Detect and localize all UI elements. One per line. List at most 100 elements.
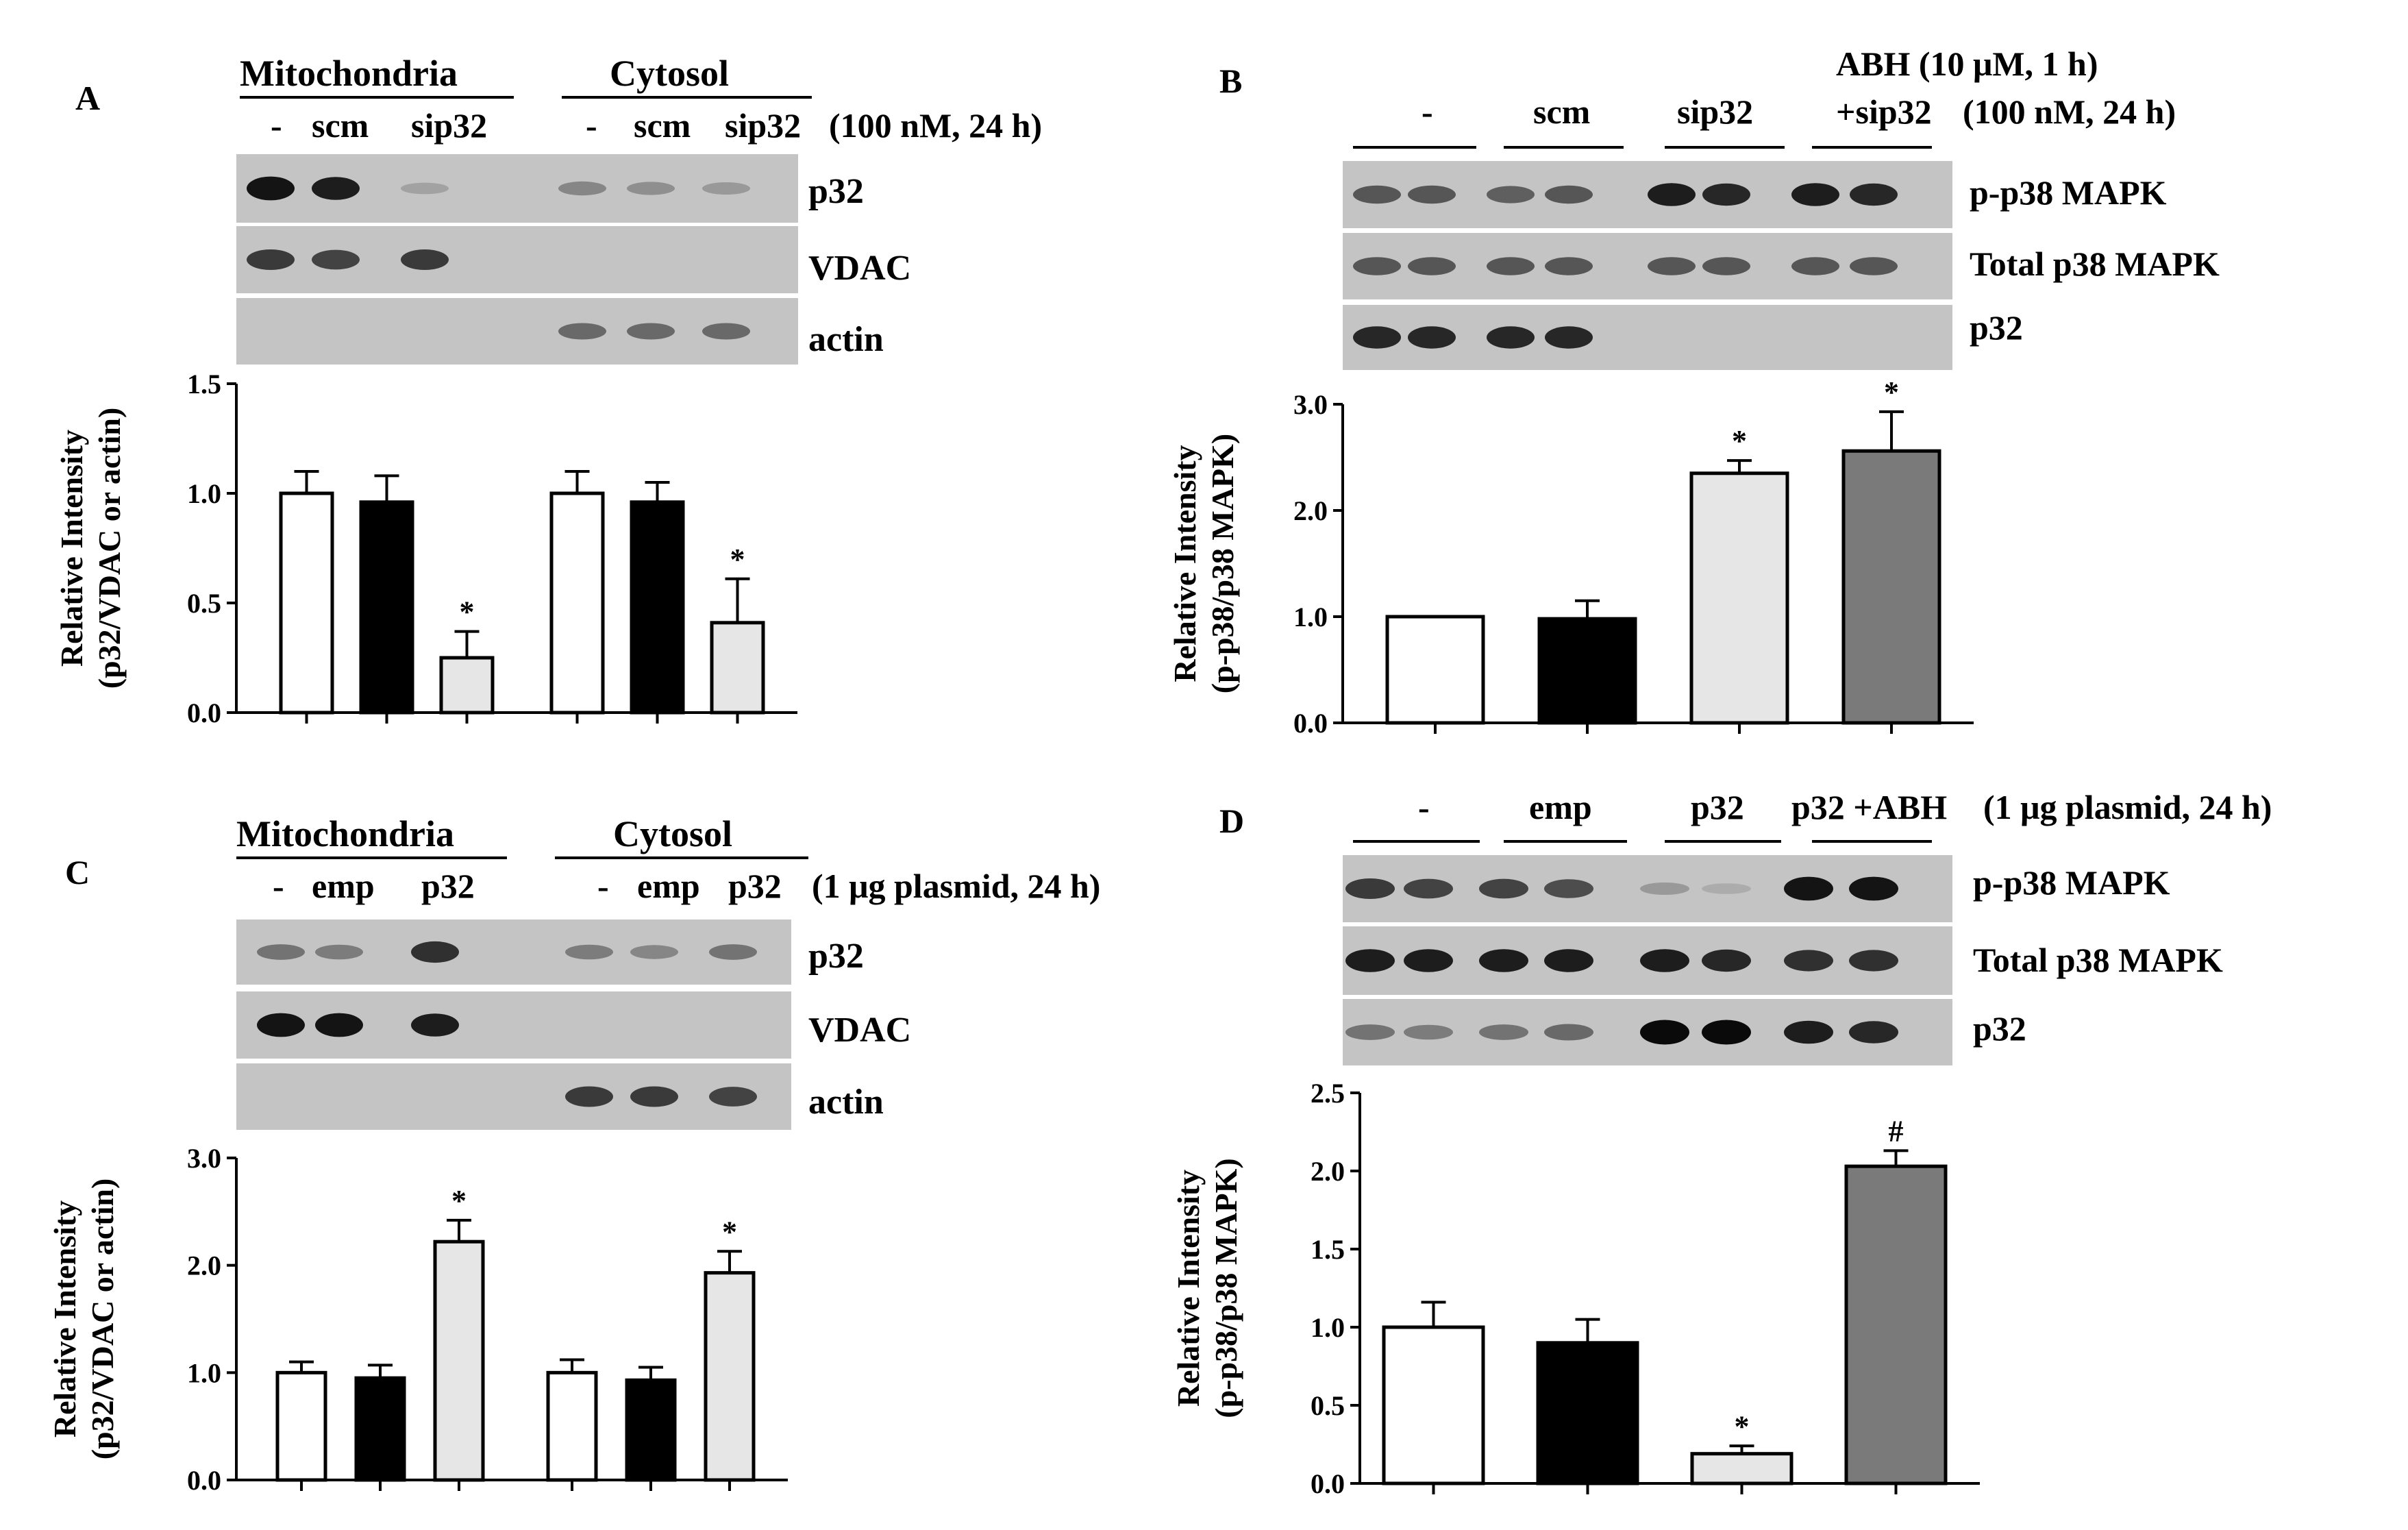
y-axis-label-sub: (p32/VDAC or actin): [92, 408, 127, 689]
panel-c-blot-label-vdac: VDAC: [808, 1011, 911, 1050]
panel-c-lane-label: emp: [312, 867, 375, 905]
y-tick-label: 0.5: [187, 588, 221, 619]
panel-c-lane-label: p32: [421, 867, 475, 905]
panel-c-blots: [236, 920, 791, 1130]
y-tick-label: 0.0: [187, 698, 221, 728]
blot-band: [558, 323, 606, 340]
blot-band: [1345, 1024, 1395, 1040]
blot-band: [1702, 883, 1751, 894]
blot-band: [257, 1013, 305, 1037]
panel-d-blots: [1343, 855, 1952, 1065]
panel-b-letter: B: [1219, 62, 1242, 100]
significance-marker: *: [1732, 424, 1747, 458]
panel-b-lane-group-label: +sip32: [1836, 92, 1932, 131]
blot-band: [1544, 879, 1593, 898]
blot-band: [1702, 1020, 1751, 1045]
blot-band: [1487, 186, 1535, 203]
bar: [275, 1370, 327, 1482]
significance-marker: *: [722, 1215, 737, 1248]
blot-band: [1850, 183, 1898, 206]
bar: [354, 1376, 406, 1482]
significance-marker: *: [1884, 375, 1899, 409]
y-tick-label: 3.0: [1293, 389, 1328, 420]
blot-band: [401, 182, 449, 195]
panel-a: A Mitochondria Cytosol - scm sip32 - scm…: [54, 53, 1042, 728]
bar: [704, 1271, 756, 1482]
bar: [1690, 1452, 1793, 1485]
blot-band: [312, 177, 360, 200]
y-tick-label: 1.0: [187, 478, 221, 509]
blot-band: [565, 944, 613, 960]
blot-band: [1849, 1021, 1898, 1044]
panel-a-blot-label-p32: p32: [808, 172, 864, 211]
blot-band: [1487, 257, 1535, 275]
blot-band: [1849, 876, 1898, 901]
panel-d-blot-label-total-p38: Total p38 MAPK: [1973, 941, 2223, 979]
panel-a-group-label-mitochondria: Mitochondria: [240, 53, 458, 94]
panel-d-lane-group-label: p32 +ABH: [1791, 788, 1947, 826]
bar: [1536, 1341, 1639, 1485]
y-tick-label: 1.5: [1311, 1234, 1345, 1265]
significance-marker: *: [460, 595, 475, 629]
blot-band: [1545, 185, 1593, 204]
panel-a-lane-label: sip32: [725, 106, 801, 145]
panel-c-group-label-mitochondria: Mitochondria: [236, 813, 454, 854]
y-tick-label: 0.0: [1311, 1468, 1345, 1499]
y-tick-label: 0.5: [1311, 1390, 1345, 1421]
blot-band: [247, 249, 295, 270]
panel-c: C Mitochondria Cytosol - emp p32 - emp p…: [47, 813, 1100, 1496]
panel-b-blot-label-p-p38: p-p38 MAPK: [1970, 173, 2167, 212]
blot-band: [1784, 876, 1833, 901]
panel-b-blots: [1343, 161, 1952, 370]
blot-band: [1408, 185, 1456, 204]
blot-band: [1791, 257, 1839, 275]
panel-d-chart: 0.0 0.5 1.0 1.5 2.0 2.5 Relative Intensity (p-p…: [1171, 1078, 1980, 1499]
blot-band: [1479, 949, 1528, 972]
y-axis-label: Relative Intensity: [47, 1200, 82, 1438]
blot-band: [1479, 1024, 1528, 1040]
y-axis-label-sub: (p32/VDAC or actin): [85, 1179, 120, 1460]
y-axis-label: Relative Intensity: [54, 430, 89, 667]
blot-band: [1487, 326, 1535, 349]
panel-a-lane-label: -: [586, 106, 597, 145]
blot-band: [247, 176, 295, 201]
blot-band: [411, 941, 459, 963]
significance-marker: *: [730, 543, 745, 576]
y-axis-label-sub: (p-p38/p38 MAPK): [1205, 434, 1240, 694]
bar: [549, 491, 605, 715]
panel-b-header-line: ABH (10 μM, 1 h): [1836, 45, 2098, 83]
blot-band: [1784, 1020, 1833, 1044]
panel-b-lane-group-label: -: [1422, 92, 1433, 131]
blot-band: [1648, 257, 1696, 275]
blot-band: [1702, 949, 1751, 972]
blot-band: [1544, 949, 1593, 972]
blot-band: [1702, 183, 1750, 206]
blot-band: [1353, 185, 1401, 204]
panel-c-blot-label-p32: p32: [808, 937, 864, 976]
blot-band: [1648, 183, 1696, 206]
blot-band: [1404, 1024, 1453, 1040]
panel-c-lane-label: -: [597, 867, 609, 905]
blot-band: [1544, 1024, 1593, 1041]
bar: [1382, 1325, 1485, 1485]
bar: [1844, 1164, 1948, 1485]
blot-band: [1479, 878, 1528, 899]
panel-d: D - emp p32 p32 +ABH (1 μg plasmid, 24 h…: [1171, 788, 2272, 1499]
panel-a-chart: 0.0 0.5 1.0 1.5 Relative Intensity (p32/VDAC …: [54, 369, 797, 728]
blot-band: [627, 182, 675, 195]
panel-b-treatment-note: (100 nM, 24 h): [1963, 92, 2176, 131]
blot-band: [630, 945, 678, 959]
panel-b-chart: 0.0 1.0 2.0 3.0 Relative Intensity (p-p38/p38…: [1167, 375, 1974, 739]
bar: [630, 500, 685, 715]
y-axis-label: Relative Intensity: [1167, 445, 1202, 682]
blot-band: [709, 944, 757, 960]
panel-a-lane-label: scm: [312, 106, 369, 145]
panel-a-blot-label-vdac: VDAC: [808, 249, 911, 288]
panel-a-treatment-note: (100 nM, 24 h): [829, 106, 1042, 145]
panel-d-blot-label-p32: p32: [1973, 1009, 2026, 1048]
panel-d-lane-group-label: emp: [1529, 788, 1592, 826]
blot-band: [312, 249, 360, 270]
blot-band: [1345, 949, 1395, 972]
y-tick-label: 1.5: [187, 369, 221, 399]
